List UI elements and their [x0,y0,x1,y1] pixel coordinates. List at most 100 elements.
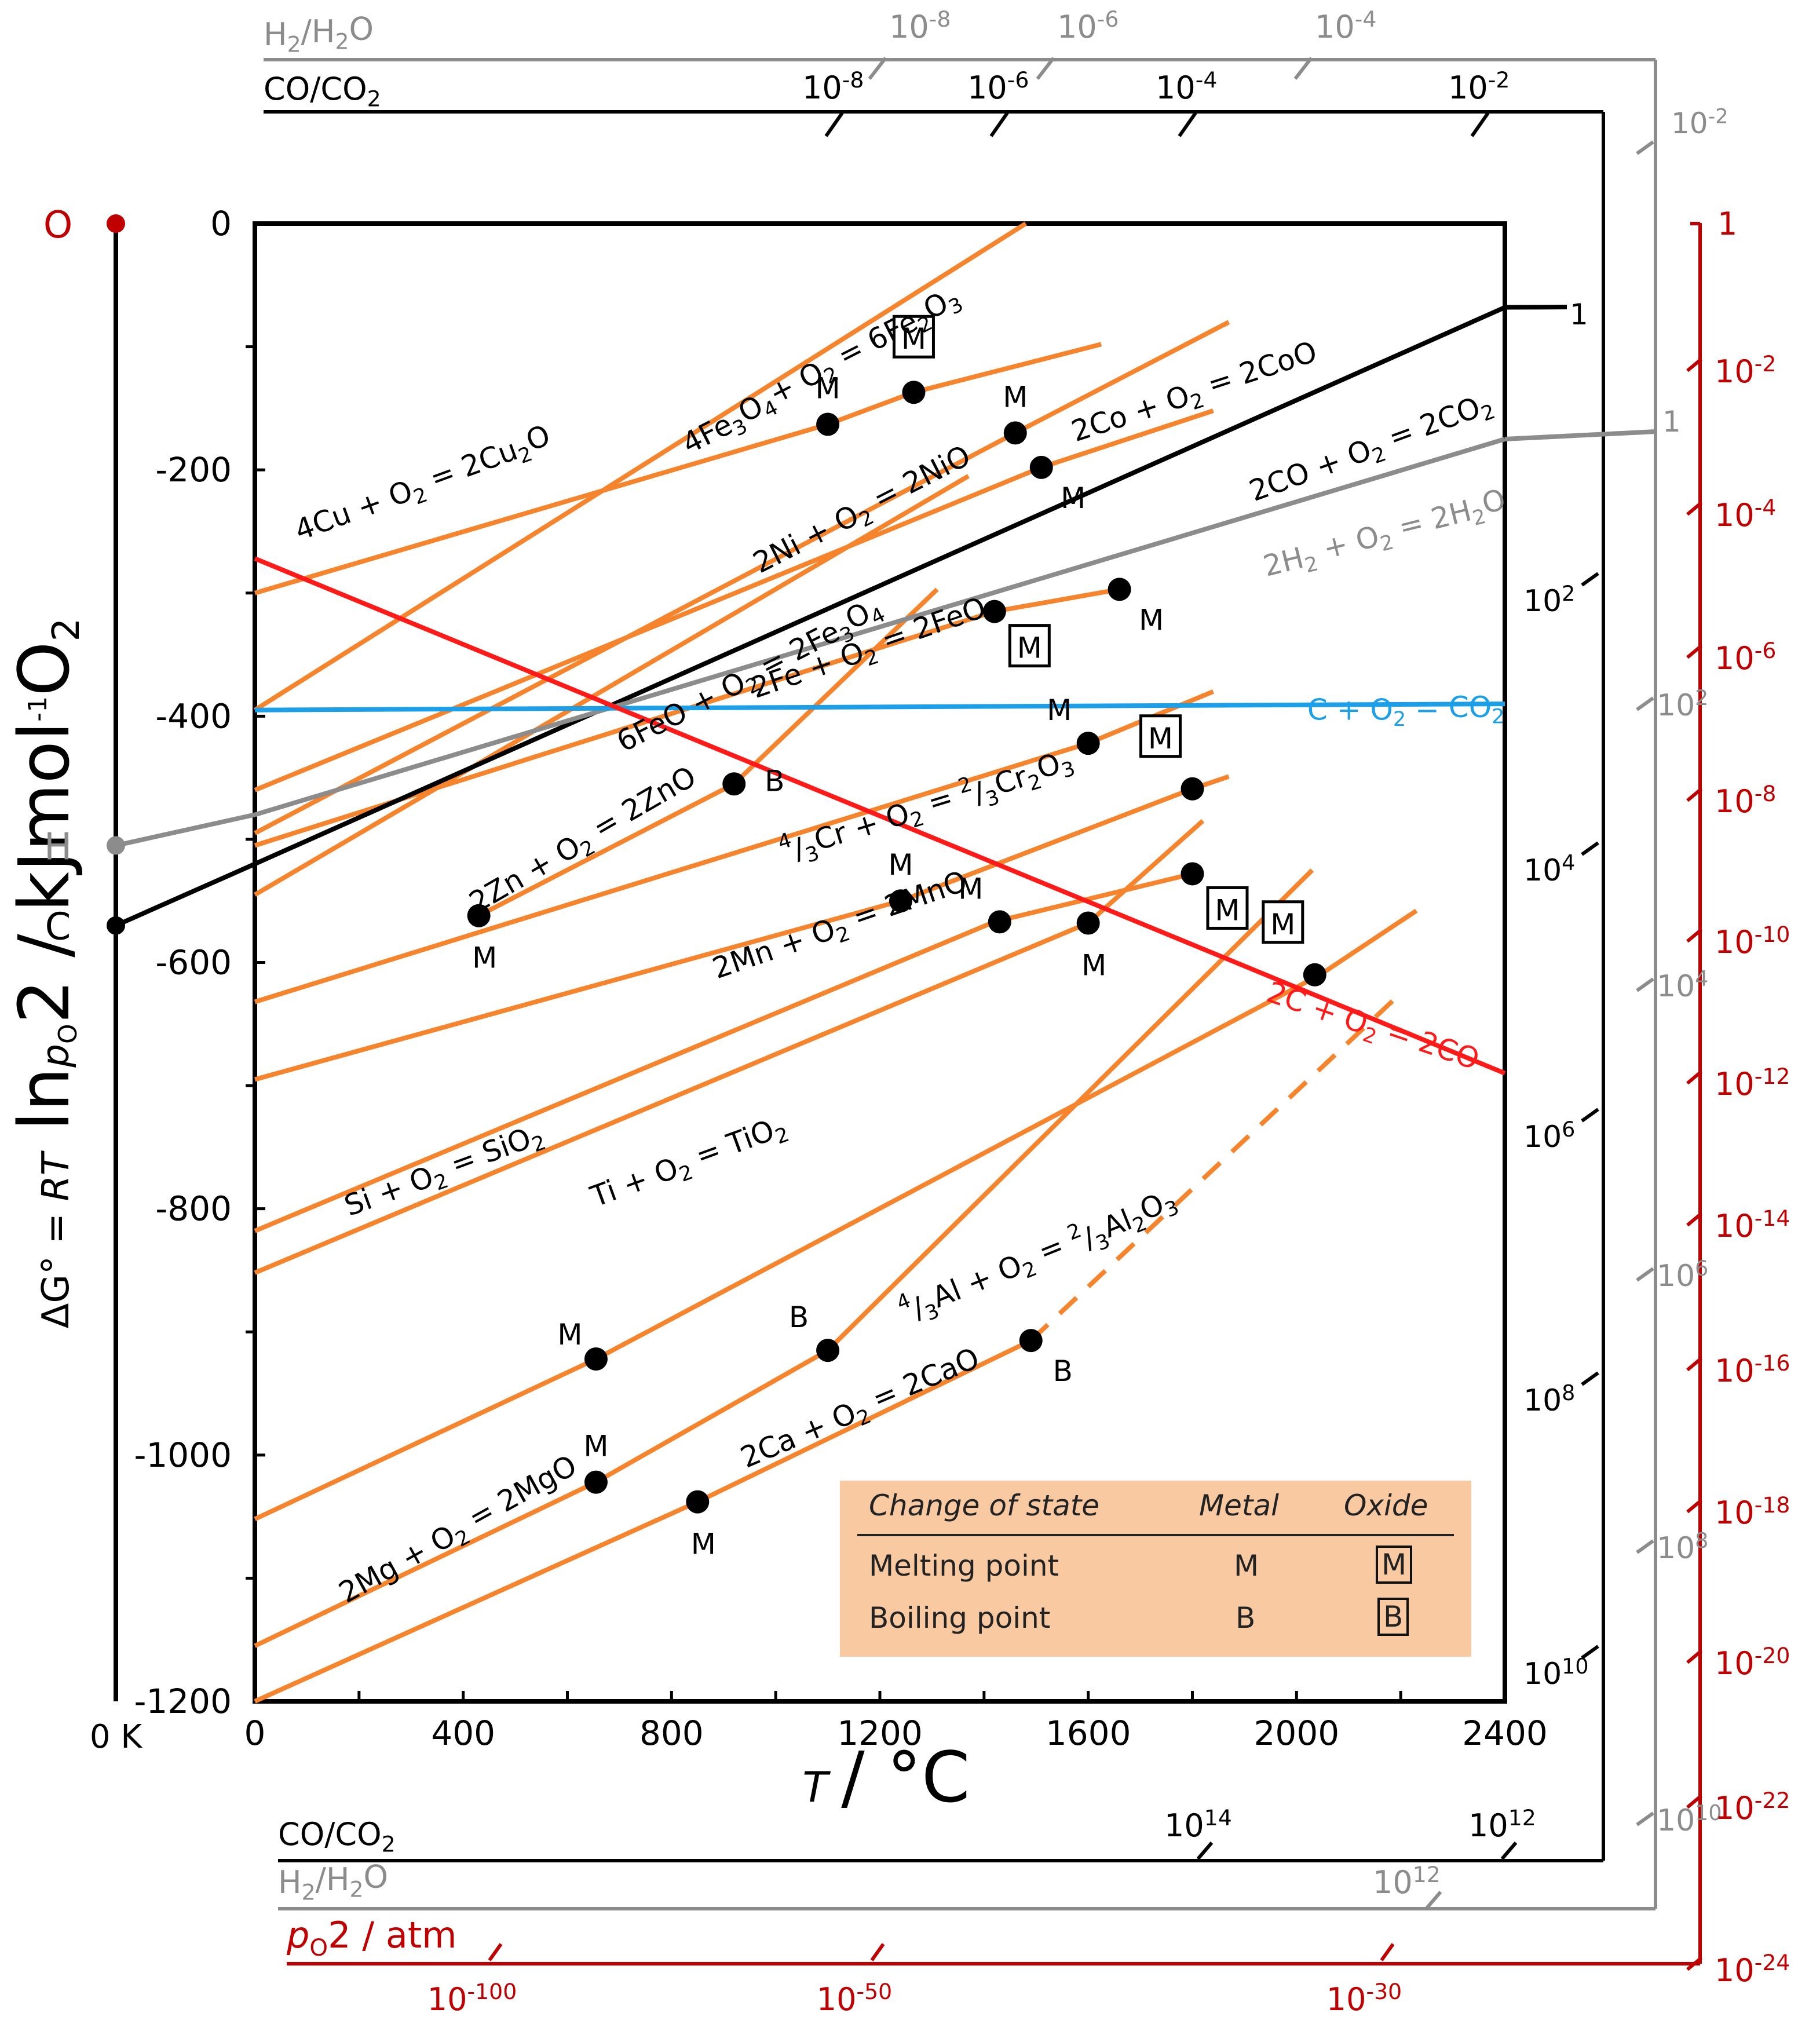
h2o-line-extension-left [115,812,255,848]
marker-label: M [1139,603,1164,637]
data-marker [816,1339,840,1362]
y-tick-label: -400 [155,696,232,736]
marker-label: M [691,1528,716,1561]
legend-row-melting-label: Melting point [869,1549,1059,1583]
right-h2-h2o-tick-label: 10-2 [1671,105,1728,141]
line-label: 4Fe3O4+ O2 = 6Fe2O3 [672,280,971,465]
right-co-co2-tick [1581,841,1599,856]
origin-point [107,916,125,935]
right-h2-h2o-tick-label: 104 [1657,966,1708,1004]
data-marker [816,412,840,436]
series-line [254,774,1230,1082]
right-po2-tick-label: 10-6 [1715,638,1776,677]
x-tick-label: 800 [639,1714,704,1753]
zero-kelvin-label: 0 K [90,1718,142,1756]
legend-row-melting-metal: M [1234,1549,1259,1583]
line-label: 4/3Al + O2 = 2/3Al2O3 [893,1182,1185,1334]
marker-label: M [816,372,840,405]
data-marker [1303,963,1326,987]
right-po2-tick [1686,1070,1702,1085]
right-co-co2-tick-label: 102 [1523,581,1575,619]
x-tick-label: 1600 [1046,1714,1131,1753]
line-label: 2Ca + O2 = 2CaO [734,1341,986,1479]
data-marker [722,772,746,796]
plot-area-frame [253,221,1507,1704]
data-marker [1108,578,1131,601]
y-tick-label: 0 [210,204,232,243]
y-tick-label: -600 [155,943,232,982]
top-h2-h2o-tick [1036,57,1055,80]
bottom-po2-label: pO2 / atm [286,1914,457,1961]
bottom-co-co2-tick [1500,1842,1518,1860]
right-po2-tick-label: 10-14 [1715,1205,1790,1244]
right-co-co2-tick [1581,1371,1599,1386]
co2-line-extension [1504,305,1567,310]
origin-point [107,836,125,855]
right-co-co2-tick [1581,1645,1599,1660]
right-po2-tick [1686,501,1702,516]
legend-row-boiling-label: Boiling point [869,1601,1051,1635]
legend-header-change: Change of state [869,1489,1100,1522]
marker-label: M [1047,693,1072,727]
bottom-co-co2-tick-label: 1014 [1164,1805,1232,1844]
right-po2-tick-label: 10-8 [1715,781,1776,820]
marker-label: M [1215,893,1240,927]
right-co-co2-tick-label: 1010 [1523,1654,1588,1691]
marker-box [1262,900,1304,944]
right-co-co2-tick [1581,1108,1599,1123]
right-h2-h2o-tick-label: 1010 [1657,1800,1722,1838]
right-h2-h2o-tick [1636,1539,1654,1554]
y-tick-label: -800 [155,1189,232,1229]
data-marker [1003,421,1027,445]
right-po2-tick-label: 10-4 [1715,495,1776,534]
line-label: 2Co + O2 = 2CoO [1066,335,1323,452]
top-co-co2-tick [989,112,1009,137]
series-line [254,342,1102,595]
bottom-h2-h2o-tick-label: 1012 [1373,1862,1441,1901]
series-line [253,221,1027,713]
top-h2-h2o-tick [1293,57,1313,80]
data-marker [467,904,491,927]
data-marker [1181,862,1204,886]
legend: Change of state Metal Oxide Melting poin… [840,1481,1471,1657]
right-h2-h2o-tick-label: 102 [1657,685,1708,723]
bottom-co-co2-tick-label: 1012 [1468,1805,1536,1844]
top-co-co2-tick-label: 10-2 [1448,67,1510,106]
bottom-po2-tick [870,1943,885,1961]
legend-row-melting-oxide: M [1376,1546,1413,1584]
legend-rule [857,1534,1454,1536]
y-tick-label: -1200 [134,1682,232,1721]
right-po2-tick-label: 10-16 [1715,1350,1790,1389]
top-h2-h2o-tick-label: 10-6 [1057,6,1119,45]
series-layer [115,221,1506,1704]
right-po2-tick-label: 10-20 [1715,1643,1790,1682]
marker-label: B [765,764,784,798]
top-co-co2-tick [1470,112,1490,137]
right-h2-h2o-tick [1636,1811,1654,1826]
bottom-po2-tick-label: 10-50 [817,1979,892,2018]
series-line [254,702,1505,713]
marker-box [1206,886,1249,930]
marker-label: M [1270,908,1295,941]
line-label: 2C + O2 = 2CO [1261,973,1483,1083]
right-h2-h2o-tick [1636,977,1654,992]
line-label: 2Mn + O2 = 2MnO [707,864,973,989]
bottom-po2-tick-label: 10-30 [1326,1979,1402,2018]
marker-label: M [583,1430,608,1463]
data-marker [1076,911,1100,935]
right-co-co2-tick-label: 106 [1523,1117,1575,1154]
right-po2-tick [1686,928,1702,943]
data-marker [1181,777,1204,801]
data-marker [1029,455,1053,479]
right-po2-tick [1686,644,1702,659]
series-line [254,868,1314,1648]
right-po2-tick-label: 10-22 [1715,1788,1790,1826]
top-co-co2-label: CO/CO2 [264,71,381,111]
right-po2-tick-label: 10-12 [1715,1064,1790,1102]
right-h2-h2o-tick [1636,140,1654,155]
bottom-po2-tick-label: 10-100 [427,1979,517,2018]
series-line [254,305,1506,867]
right-po2-tick-label: 10-2 [1715,351,1776,390]
